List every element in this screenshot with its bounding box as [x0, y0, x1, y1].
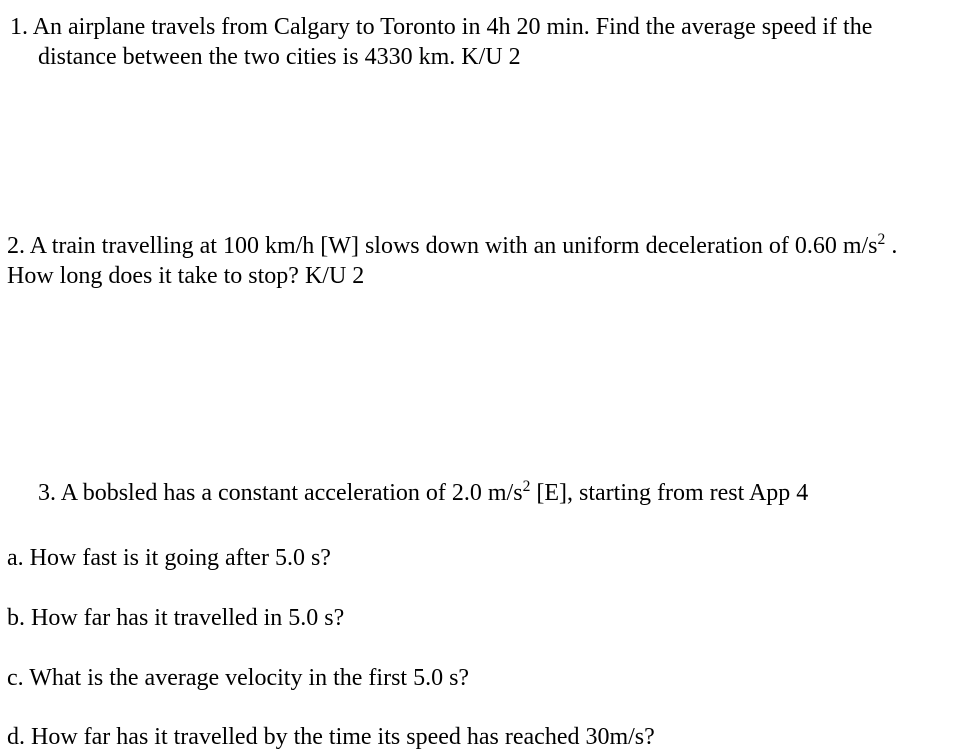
q3-d-label: d.	[7, 724, 25, 750]
q3-a-text: How fast is it going after 5.0 s?	[30, 545, 331, 571]
q1-text-1: An airplane travels from Calgary to Toro…	[33, 14, 873, 40]
q3-c-text: What is the average velocity in the firs…	[29, 665, 469, 691]
document-page: 1. An airplane travels from Calgary to T…	[0, 0, 956, 746]
q3-subpart-d: d. How far has it travelled by the time …	[7, 724, 655, 751]
q2-line1: 2. A train travelling at 100 km/h [W] sl…	[7, 233, 897, 260]
q3-c-label: c.	[7, 665, 24, 691]
q3-text-1b: [E], starting from rest App 4	[530, 480, 808, 506]
q1-line1: 1. An airplane travels from Calgary to T…	[10, 14, 872, 41]
q1-line2: distance between the two cities is 4330 …	[38, 44, 521, 71]
q2-text-1: A train travelling at 100 km/h [W] slows…	[30, 233, 878, 259]
q2-line2: How long does it take to stop? K/U 2	[7, 263, 364, 290]
q2-text-2: How long does it take to stop? K/U 2	[7, 263, 364, 289]
q1-number: 1.	[10, 14, 28, 40]
q3-subpart-b: b. How far has it travelled in 5.0 s?	[7, 605, 344, 632]
q3-number: 3.	[38, 480, 56, 506]
q3-a-label: a.	[7, 545, 24, 571]
q2-number: 2.	[7, 233, 25, 259]
q3-b-label: b.	[7, 605, 25, 631]
q3-subpart-c: c. What is the average velocity in the f…	[7, 665, 469, 692]
q1-text-2: distance between the two cities is 4330 …	[38, 44, 521, 70]
q2-trailing: .	[885, 233, 897, 259]
q3-subpart-a: a. How fast is it going after 5.0 s?	[7, 545, 331, 572]
q3-text-1a: A bobsled has a constant acceleration of…	[61, 480, 523, 506]
q3-b-text: How far has it travelled in 5.0 s?	[31, 605, 344, 631]
q3-line1: 3. A bobsled has a constant acceleration…	[38, 480, 808, 507]
q3-d-text: How far has it travelled by the time its…	[31, 724, 655, 750]
